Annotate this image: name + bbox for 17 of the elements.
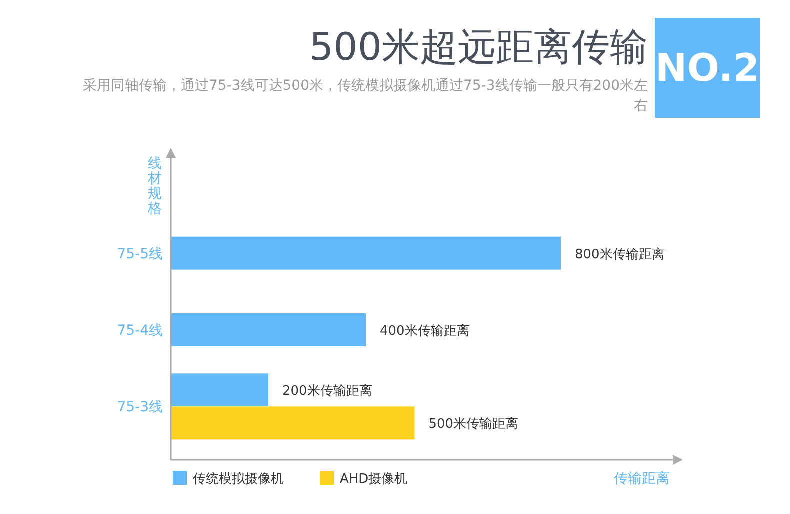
data-label: 800米传输距离	[575, 246, 665, 262]
data-label: 200米传输距离	[282, 383, 372, 400]
y-tick-label: 75-4线	[117, 323, 163, 339]
text: NO.2	[655, 18, 760, 118]
data-label: 400米传输距离	[380, 323, 470, 339]
x-axis-title: 传输距离	[614, 471, 670, 487]
y-axis-title: 线材规格	[147, 156, 162, 217]
bar	[171, 374, 268, 407]
chart-title: 500米超远距离传输	[309, 24, 648, 71]
chart-subtitle: 采用同轴传输，通过75-3线可达500米，传统模拟摄像机通过75-3线传输一般只有200米左右	[82, 77, 648, 116]
y-tick-label: 75-5线	[117, 246, 163, 262]
bar	[171, 406, 415, 440]
legend-label: AHD摄像机	[340, 472, 408, 487]
legend-label: 传统模拟摄像机	[193, 472, 284, 487]
bar	[171, 236, 561, 270]
y-tick-label: 75-3线	[117, 400, 163, 416]
data-label: 500米传输距离	[428, 416, 519, 432]
